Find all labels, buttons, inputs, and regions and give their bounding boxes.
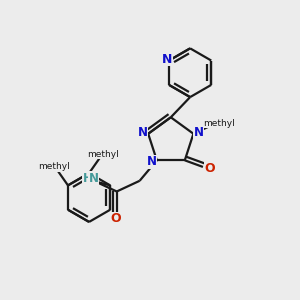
Text: methyl: methyl bbox=[203, 119, 235, 128]
Text: methyl: methyl bbox=[38, 162, 70, 171]
Text: O: O bbox=[110, 212, 121, 225]
Text: N: N bbox=[138, 126, 148, 139]
Text: N: N bbox=[146, 155, 157, 168]
Text: H: H bbox=[83, 172, 93, 185]
Text: O: O bbox=[204, 162, 215, 175]
Text: methyl: methyl bbox=[87, 150, 119, 159]
Text: N: N bbox=[89, 172, 99, 185]
Text: N: N bbox=[194, 126, 204, 139]
Text: N: N bbox=[162, 52, 173, 66]
